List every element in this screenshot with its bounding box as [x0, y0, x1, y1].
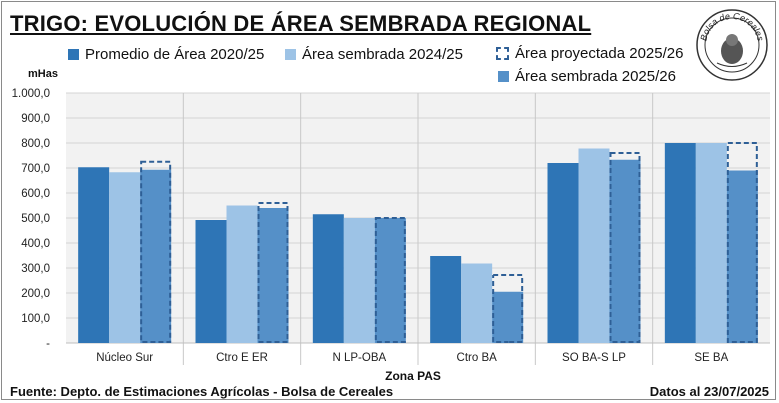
bar-sembrada-2025-26: [257, 208, 289, 343]
y-tick-label: 500,0: [21, 213, 50, 225]
bar-proyectada-2025-26: [257, 202, 289, 343]
x-axis-label: Zona PAS: [385, 369, 441, 383]
bar-proyectada-2025-26: [726, 142, 758, 343]
x-tick-label: Núcleo Sur: [96, 352, 153, 364]
legend-swatch: [285, 49, 296, 60]
y-tick-label: 1.000,0: [12, 88, 50, 100]
x-tick-label: Ctro BA: [457, 352, 498, 364]
bar-promedio-2020-25: [195, 220, 227, 343]
x-tick-label: N LP-OBA: [332, 352, 386, 364]
legend-item-2024: Área sembrada 2024/25: [285, 46, 463, 63]
bar-sembrada-2025-26: [140, 169, 172, 343]
bar-sembrada-2024-25: [343, 218, 375, 343]
bar-sembrada-2024-25: [226, 205, 258, 343]
chart-title: TRIGO: EVOLUCIÓN DE ÁREA SEMBRADA REGION…: [10, 11, 592, 36]
legend-label: Área sembrada 2024/25: [302, 46, 463, 63]
legend-swatch: [496, 47, 509, 60]
legend-item-2025: Área sembrada 2025/26: [498, 68, 676, 85]
bar-sembrada-2024-25: [695, 143, 727, 343]
legend-swatch: [498, 71, 509, 82]
bar-promedio-2020-25: [664, 143, 696, 343]
bar-proyectada-2025-26: [374, 217, 406, 343]
bar-promedio-2020-25: [430, 256, 462, 343]
bar-sembrada-2024-25: [109, 172, 141, 343]
bar-sembrada-2025-26: [609, 159, 641, 343]
bar-proyectada-2025-26: [609, 152, 641, 343]
y-tick-label: 300,0: [21, 263, 50, 275]
source-note: Fuente: Depto. de Estimaciones Agrícolas…: [10, 384, 394, 399]
legend-label: Promedio de Área 2020/25: [85, 46, 265, 63]
bolsa-de-cereales-logo: Bolsa de Cereales: [696, 9, 768, 81]
y-tick-label: 800,0: [21, 138, 50, 150]
date-note: Datos al 23/07/2025: [649, 384, 769, 399]
grid-layer: [66, 92, 770, 365]
y-tick-label: 600,0: [21, 188, 50, 200]
bar-sembrada-2025-26: [492, 291, 524, 343]
legend-item-proyectada: Área proyectada 2025/26: [496, 45, 683, 62]
y-tick-label: 700,0: [21, 163, 50, 175]
bars-layer: [78, 142, 758, 343]
legend-label: Área sembrada 2025/26: [515, 68, 676, 85]
bar-sembrada-2025-26: [726, 170, 758, 343]
bar-promedio-2020-25: [547, 163, 579, 343]
legend-item-promedio: Promedio de Área 2020/25: [68, 46, 264, 63]
bar-promedio-2020-25: [312, 214, 344, 343]
y-axis-label: mHas: [28, 68, 58, 80]
bar-proyectada-2025-26: [140, 160, 172, 343]
legend-label: Área proyectada 2025/26: [515, 45, 684, 62]
y-tick-label: 900,0: [21, 113, 50, 125]
bar-sembrada-2024-25: [578, 148, 610, 343]
x-tick-label: SO BA-S LP: [562, 352, 626, 364]
y-tick-label: -: [46, 338, 50, 350]
bar-sembrada-2025-26: [374, 218, 406, 343]
x-tick-label: Ctro E ER: [216, 352, 268, 364]
y-tick-label: 200,0: [21, 288, 50, 300]
bar-sembrada-2024-25: [461, 263, 493, 343]
legend-swatch: [68, 49, 79, 60]
x-tick-label: SE BA: [694, 352, 728, 364]
y-tick-label: 100,0: [21, 313, 50, 325]
bar-promedio-2020-25: [78, 167, 110, 343]
y-tick-label: 400,0: [21, 238, 50, 250]
labels-layer: - 100,0 200,0 300,0 400,0 500,0 600,0 700,0 800,…: [12, 88, 729, 364]
